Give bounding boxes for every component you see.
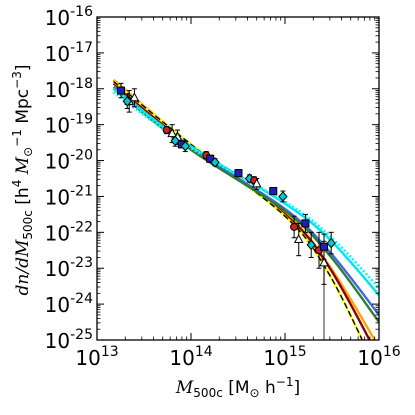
model-curve-5 [112,87,379,323]
y-tick-label: 10-18 [45,76,93,102]
y-tick-label: 10-22 [45,219,93,245]
data-point-squares [320,242,329,251]
y-tick-label: 10-21 [45,183,93,209]
model-curve-3 [113,81,363,340]
data-point-diamonds [122,96,132,107]
y-axis-label: dn/dM500c [h4 M⊙−1 Mpc−3] [10,65,35,296]
data-point-triangles [319,257,329,267]
y-axis-ticks: 10-16 10-17 10-18 10-19 10-20 10-21 10-22 10-23… [45,4,379,353]
model-curve-2 [112,82,371,340]
data-point-squares [116,86,125,95]
x-axis-ticks: 1013 1014 1015 1016 [75,17,401,370]
data-point-triangles [251,178,262,188]
data-point-diamonds [326,237,336,249]
data-markers [116,86,336,267]
data-point-triangles [129,92,140,102]
x-axis-label: M500c [M⊙ h−1] [175,375,300,400]
x-tick-label: 1014 [169,344,212,370]
x-tick-label: 1013 [75,344,118,370]
model-curve-6 [112,87,379,296]
data-point-diamonds [278,191,288,202]
data-point-diamonds [210,157,220,168]
y-tick-label: 10-19 [45,112,93,138]
data-point-diamonds [306,239,316,251]
error-bars [118,82,334,340]
y-tick-label: 10-16 [45,4,93,30]
model-curve-3-fill [112,80,364,340]
y-tick-label: 10-23 [45,255,93,281]
y-tick-label: 10-20 [45,148,93,174]
data-point-diamonds [180,140,190,152]
model-curves [112,78,379,340]
data-point-squares [269,187,278,196]
data-point-squares [234,169,243,178]
y-tick-label: 10-24 [45,291,93,317]
data-point-triangles [167,128,177,138]
x-tick-label: 1016 [357,344,400,370]
x-tick-label: 1015 [263,344,306,370]
y-tick-label: 10-17 [45,40,93,66]
data-point-circles [290,222,299,231]
data-point-circles [162,126,171,135]
plot-frame [96,16,380,341]
data-point-triangles [293,233,304,244]
y-tick-label: 10-25 [45,327,93,353]
data-point-diamonds [170,135,180,147]
model-curve-7 [112,91,379,289]
data-point-squares [301,219,310,228]
